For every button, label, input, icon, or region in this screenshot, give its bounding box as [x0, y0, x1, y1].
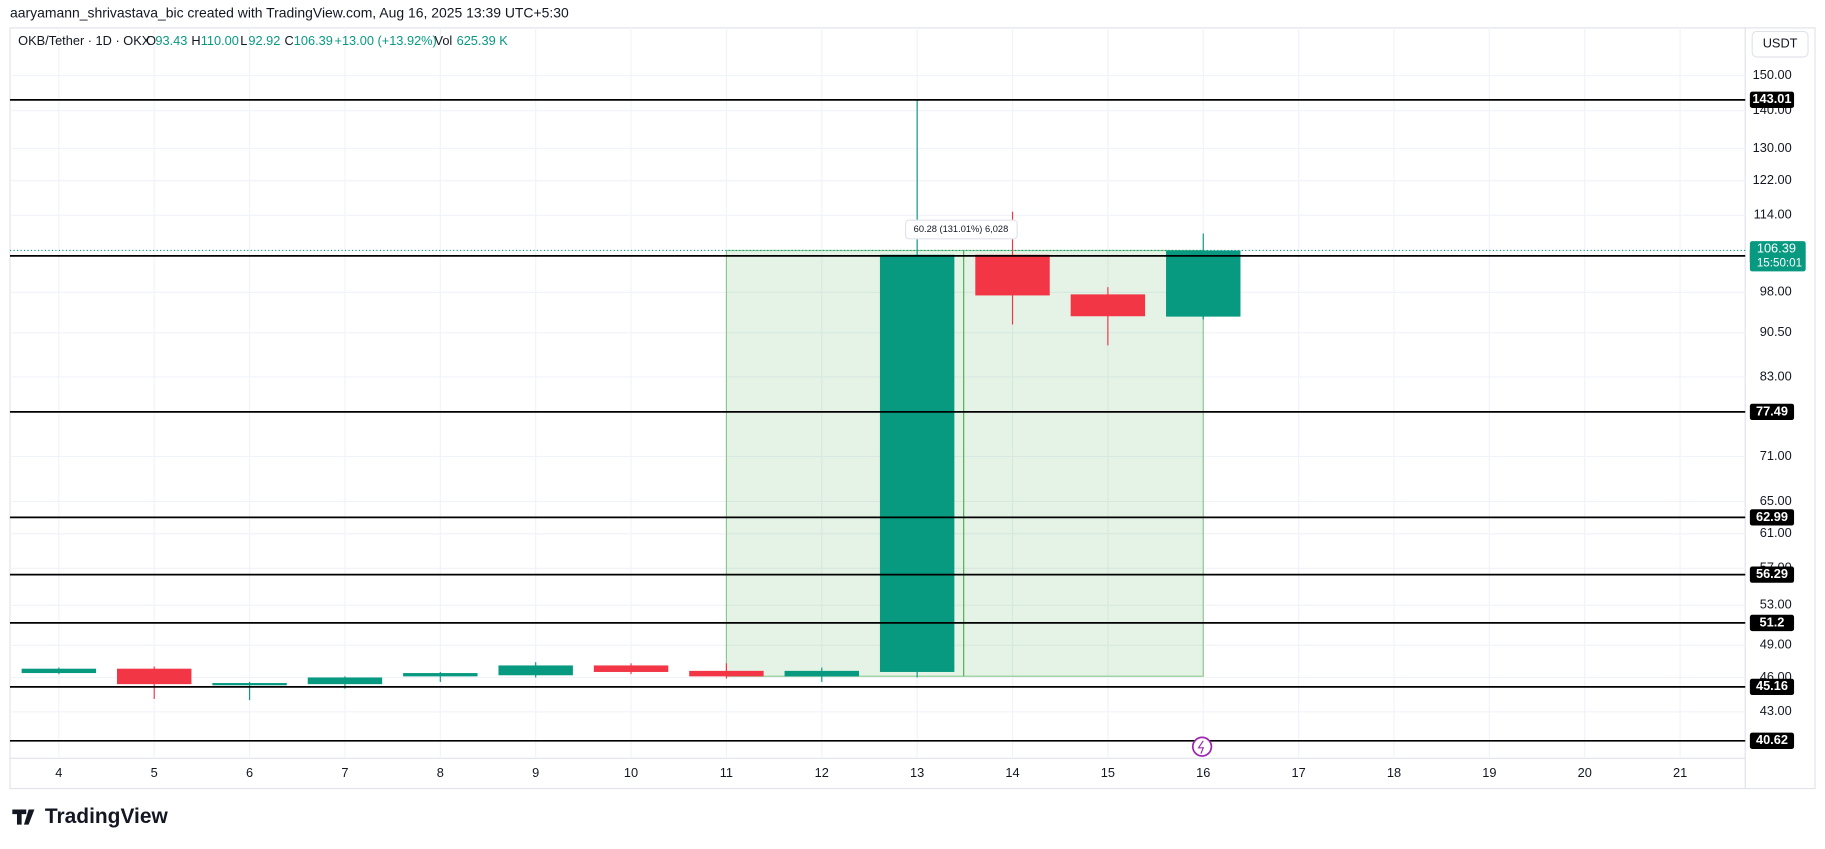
- candle-body: [403, 673, 478, 677]
- y-tick-label: 114.00: [1754, 207, 1792, 222]
- x-tick-label: 4: [55, 765, 62, 780]
- legend-value: 625.39 K: [457, 33, 509, 48]
- y-tick-label: 53.00: [1760, 597, 1792, 612]
- last-price-bg: [1749, 241, 1806, 272]
- legend: OKB/Tether · 1D · OKX O 93.43 H 110.00 L…: [18, 33, 508, 48]
- candle-body: [21, 668, 97, 674]
- legend-value: 92.92: [248, 33, 280, 48]
- legend-key: Vol: [435, 33, 453, 48]
- x-tick-label: 13: [910, 765, 924, 780]
- x-tick-label: 14: [1005, 765, 1019, 780]
- logo: TradingView: [12, 805, 168, 828]
- level-label: 143.01: [1752, 91, 1791, 106]
- level-label-bg: [1749, 566, 1795, 583]
- event-icon-bolt: [1197, 740, 1205, 754]
- x-tick-label: 10: [624, 765, 638, 780]
- y-tick-label: 122.00: [1753, 172, 1792, 187]
- candle-body: [784, 670, 860, 677]
- candle-body: [498, 665, 573, 676]
- x-tick-label: 20: [1578, 765, 1592, 780]
- measure-label: 60.28 (131.01%) 6,028: [914, 224, 1009, 234]
- x-tick-label: 16: [1196, 765, 1210, 780]
- plot: 60.28 (131.01%) 6,028: [10, 98, 1746, 742]
- level-label-bg: [1749, 732, 1795, 749]
- event-icon[interactable]: [1191, 736, 1213, 757]
- y-tick-label: 98.00: [1760, 284, 1792, 299]
- legend-key: L: [240, 33, 247, 48]
- y-tick-label: 150.00: [1753, 67, 1792, 82]
- level-label-bg: [1749, 403, 1795, 421]
- x-tick-label: 9: [532, 765, 539, 780]
- candle-body: [975, 254, 1050, 296]
- level-label-bg: [1749, 509, 1795, 526]
- candle-body: [212, 683, 287, 686]
- last-price-label: 106.39: [1757, 241, 1796, 256]
- level-label: 40.62: [1756, 732, 1788, 747]
- level-label: 45.16: [1756, 678, 1788, 693]
- level-label: 62.99: [1756, 509, 1788, 524]
- x-tick-label: 19: [1482, 765, 1496, 780]
- x-tick-label: 8: [437, 765, 444, 780]
- logo-mark: [12, 809, 35, 825]
- candle-body: [689, 670, 764, 677]
- y-tick-label: 83.00: [1760, 368, 1792, 383]
- legend-change: +13.00 (+13.92%): [334, 33, 436, 48]
- level-label-bg: [1749, 91, 1795, 108]
- legend-key: O: [146, 33, 156, 48]
- x-tick-label: 12: [815, 765, 829, 780]
- currency-label[interactable]: USDT: [1763, 36, 1798, 51]
- level-label-bg: [1749, 678, 1795, 695]
- candle-body: [1070, 294, 1146, 317]
- candle-body: [307, 677, 383, 685]
- measure-box: [725, 249, 1204, 677]
- y-tick-label: 43.00: [1760, 703, 1792, 718]
- level-label: 56.29: [1756, 566, 1788, 581]
- level-label-bg: [1749, 614, 1795, 632]
- symbol: OKB/Tether · 1D · OKX: [18, 33, 151, 48]
- x-tick-label: 11: [720, 765, 733, 780]
- x-tick-label: 18: [1387, 765, 1401, 780]
- x-tick-label: 5: [151, 765, 158, 780]
- level-label: 51.2: [1760, 614, 1785, 629]
- y-tick-label: 61.00: [1760, 525, 1792, 540]
- x-tick-label: 17: [1292, 765, 1306, 780]
- y-tick-label: 90.50: [1760, 324, 1792, 339]
- legend-value: 110.00: [201, 33, 239, 48]
- legend-key: C: [284, 33, 293, 48]
- x-tick-label: 15: [1101, 765, 1115, 780]
- measure-label-bg: [904, 219, 1018, 240]
- currency-button[interactable]: [1751, 30, 1809, 58]
- x-tick-label: 6: [246, 765, 253, 780]
- header: aaryamann_shrivastava_bic created with T…: [10, 5, 569, 21]
- level-label: 77.49: [1756, 403, 1788, 418]
- legend-value: 106.39: [294, 33, 333, 48]
- logo-text: TradingView: [45, 805, 169, 828]
- y-tick-label: 49.00: [1760, 637, 1792, 652]
- frame: [9, 27, 1816, 790]
- candle-body: [116, 668, 192, 685]
- candle-body: [879, 254, 955, 672]
- candle-body: [593, 665, 669, 672]
- legend-key: H: [191, 33, 200, 48]
- candle-body: [1166, 250, 1241, 317]
- x-tick-label: 21: [1673, 765, 1687, 780]
- countdown: 15:50:01: [1757, 256, 1802, 269]
- y-tick-label: 71.00: [1760, 448, 1792, 463]
- y-tick-label: 65.00: [1760, 493, 1792, 508]
- y-tick-label: 130.00: [1753, 140, 1792, 155]
- x-tick-label: 7: [341, 765, 348, 780]
- legend-value: 93.43: [155, 33, 187, 48]
